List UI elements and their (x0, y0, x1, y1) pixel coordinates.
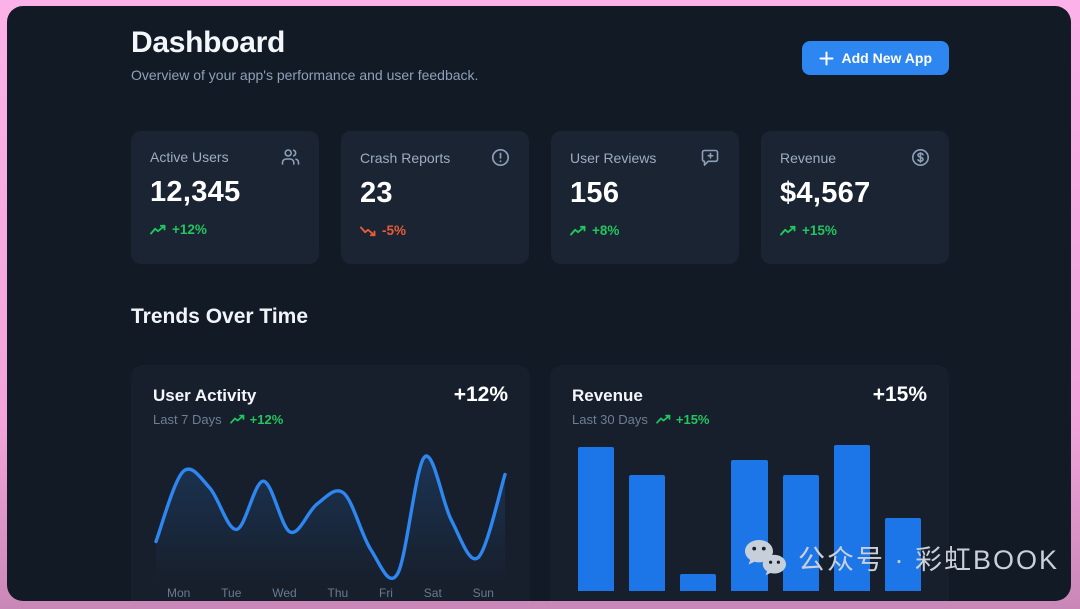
message-plus-icon (701, 148, 720, 167)
watermark-text: 公众号 · 彩虹BOOK (797, 545, 1059, 575)
stat-label: User Reviews (570, 149, 657, 166)
dashboard-panel: Dashboard Overview of your app's perform… (7, 6, 1071, 601)
chart-period: Last 30 Days (572, 412, 648, 427)
watermark: 公众号 · 彩虹BOOK (743, 537, 1059, 578)
revenue-bar (782, 475, 819, 591)
stat-label: Revenue (780, 149, 837, 166)
stat-card-user-reviews: User Reviews 156 +8% (551, 131, 739, 264)
revenue-bar (629, 475, 666, 591)
chart-trend-value: +12% (249, 412, 284, 427)
x-axis-label: Sat (423, 586, 442, 600)
x-axis-label: Wed (272, 586, 297, 600)
stat-value: 156 (570, 177, 620, 209)
plus-icon (819, 51, 834, 66)
chart-period: Last 7 Days (153, 412, 222, 427)
revenue-bar (884, 518, 921, 591)
trend-down-icon (360, 225, 376, 237)
trend-up-icon (656, 414, 671, 425)
x-axis-label: Sun (472, 586, 494, 600)
stat-value: 12,345 (150, 176, 241, 208)
trend-up-icon (229, 414, 245, 425)
stat-trend-value: -5% (382, 223, 407, 238)
add-new-app-button[interactable]: Add New App (801, 41, 949, 75)
alert-circle-icon (491, 148, 510, 167)
stat-trend-value: +15% (802, 223, 837, 238)
stat-card-revenue: Revenue $4,567 +15% (761, 131, 949, 264)
section-title-trends: Trends Over Time (131, 305, 309, 328)
revenue-bar-chart (572, 439, 927, 591)
dollar-circle-icon (911, 148, 930, 167)
x-axis-labels: Mon Tue Wed Thu Fri Sat Sun (153, 586, 508, 600)
trend-up-icon (570, 225, 586, 237)
stat-value: 23 (360, 177, 393, 209)
stats-row: Active Users 12,345 +12% (131, 131, 949, 264)
stat-trend-value: +8% (592, 223, 620, 238)
user-activity-chart-card: User Activity +12% Last 7 Days +12% (131, 365, 530, 601)
chart-big-value: +15% (872, 383, 927, 406)
revenue-bar (680, 574, 717, 591)
revenue-bar (578, 446, 615, 591)
charts-row: User Activity +12% Last 7 Days +12% (131, 365, 949, 601)
x-axis-label: Thu (327, 586, 349, 600)
user-activity-line-chart (154, 454, 507, 583)
revenue-bar (833, 445, 870, 591)
stat-card-crash-reports: Crash Reports 23 -5% (341, 131, 529, 264)
page-subtitle: Overview of your app's performance and u… (131, 67, 479, 83)
stat-label: Crash Reports (360, 149, 451, 166)
page-title: Dashboard (131, 26, 285, 59)
x-axis-label: Tue (221, 586, 242, 600)
revenue-bar (731, 460, 768, 591)
stat-trend-value: +12% (172, 222, 207, 237)
add-new-app-label: Add New App (841, 50, 932, 66)
trend-up-icon (150, 224, 166, 236)
wechat-icon (743, 537, 788, 578)
page-header: Dashboard Overview of your app's perform… (131, 26, 478, 83)
users-icon (281, 148, 300, 166)
line-path (154, 454, 507, 580)
chart-title: Revenue (572, 386, 643, 405)
chart-big-value: +12% (453, 383, 508, 406)
x-axis-label: Fri (378, 586, 393, 600)
chart-title: User Activity (153, 386, 257, 405)
line-area-fill (156, 456, 505, 583)
chart-trend-value: +15% (675, 412, 710, 427)
stat-value: $4,567 (780, 177, 871, 209)
stat-label: Active Users (150, 149, 229, 165)
stat-card-active-users: Active Users 12,345 +12% (131, 131, 319, 264)
x-axis-label: Mon (167, 586, 191, 600)
trend-up-icon (780, 225, 796, 237)
revenue-chart-card: Revenue +15% Last 30 Days +15% (550, 365, 949, 601)
